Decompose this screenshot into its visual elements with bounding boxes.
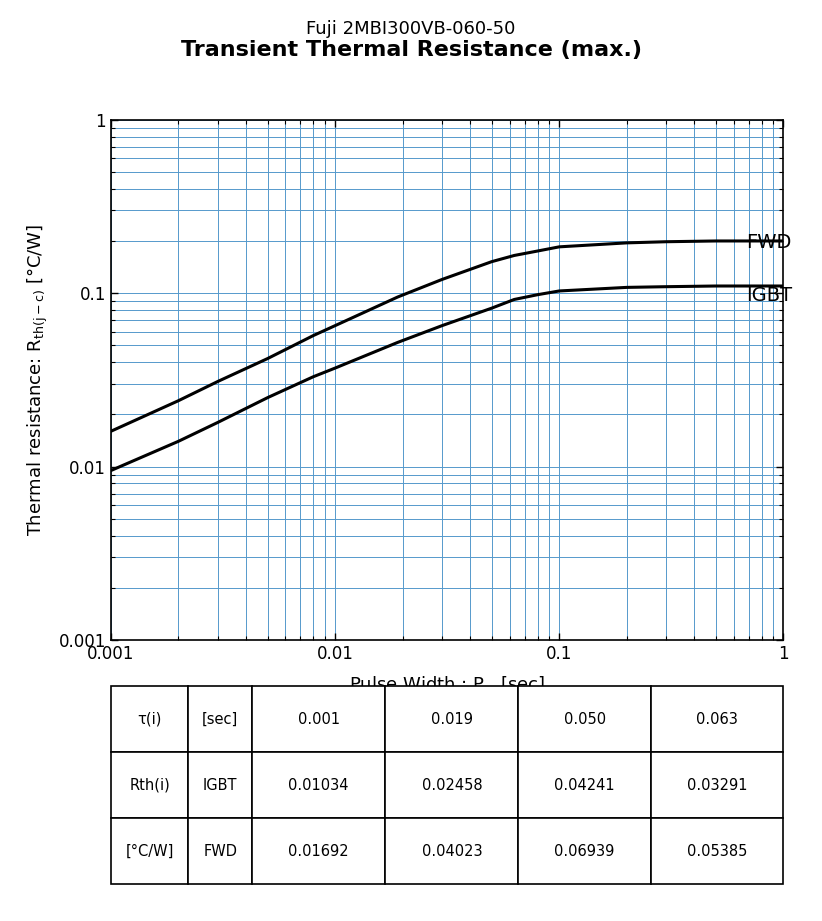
Text: Fuji 2MBI300VB-060-50: Fuji 2MBI300VB-060-50 bbox=[307, 20, 515, 39]
Text: 0.02458: 0.02458 bbox=[422, 777, 483, 793]
Text: FWD: FWD bbox=[203, 844, 238, 858]
Text: 0.05385: 0.05385 bbox=[687, 844, 747, 858]
X-axis label: Pulse Width : P$_\mathregular{w}$ [sec]: Pulse Width : P$_\mathregular{w}$ [sec] bbox=[349, 674, 545, 695]
Text: τ(i): τ(i) bbox=[137, 712, 162, 727]
Text: Rth(i): Rth(i) bbox=[129, 777, 170, 793]
Text: 0.019: 0.019 bbox=[431, 712, 473, 727]
Text: IGBT: IGBT bbox=[203, 777, 238, 793]
Text: IGBT: IGBT bbox=[746, 286, 792, 305]
Text: 0.001: 0.001 bbox=[298, 712, 339, 727]
Text: FWD: FWD bbox=[746, 233, 792, 252]
Text: 0.03291: 0.03291 bbox=[687, 777, 747, 793]
Text: 0.01692: 0.01692 bbox=[289, 844, 349, 858]
Text: 0.04023: 0.04023 bbox=[422, 844, 483, 858]
Text: [°C/W]: [°C/W] bbox=[126, 844, 173, 858]
Text: 0.050: 0.050 bbox=[564, 712, 606, 727]
Text: 0.06939: 0.06939 bbox=[555, 844, 615, 858]
Text: [sec]: [sec] bbox=[202, 712, 238, 727]
Text: 0.063: 0.063 bbox=[696, 712, 738, 727]
Text: 0.01034: 0.01034 bbox=[289, 777, 349, 793]
Text: Transient Thermal Resistance (max.): Transient Thermal Resistance (max.) bbox=[181, 40, 641, 60]
Text: 0.04241: 0.04241 bbox=[554, 777, 615, 793]
Y-axis label: Thermal resistance: R$_\mathregular{th(j-c)}$ [°C/W]: Thermal resistance: R$_\mathregular{th(j… bbox=[26, 224, 50, 536]
